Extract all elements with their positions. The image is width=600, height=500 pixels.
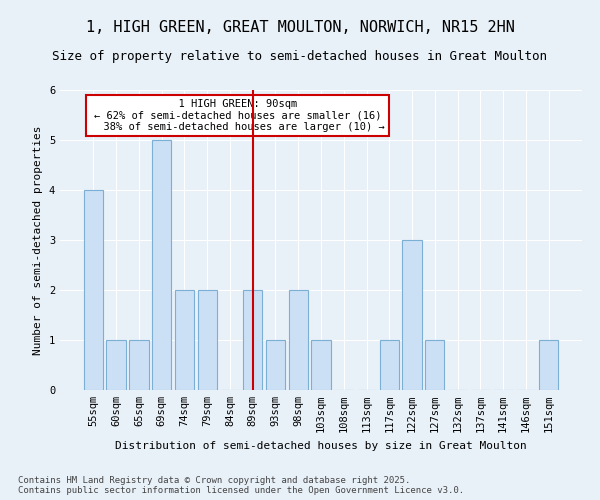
Text: Contains HM Land Registry data © Crown copyright and database right 2025.
Contai: Contains HM Land Registry data © Crown c…: [18, 476, 464, 495]
Bar: [311, 340, 331, 390]
Y-axis label: Number of semi-detached properties: Number of semi-detached properties: [34, 125, 43, 355]
Bar: [106, 340, 126, 390]
Bar: [243, 290, 262, 390]
Bar: [129, 340, 149, 390]
Bar: [175, 290, 194, 390]
Text: 1 HIGH GREEN: 90sqm  
← 62% of semi-detached houses are smaller (16)
  38% of se: 1 HIGH GREEN: 90sqm ← 62% of semi-detach…: [91, 99, 385, 132]
Bar: [152, 140, 172, 390]
Bar: [266, 340, 285, 390]
Bar: [197, 290, 217, 390]
Bar: [403, 240, 422, 390]
Bar: [425, 340, 445, 390]
Text: 1, HIGH GREEN, GREAT MOULTON, NORWICH, NR15 2HN: 1, HIGH GREEN, GREAT MOULTON, NORWICH, N…: [86, 20, 514, 35]
Text: Size of property relative to semi-detached houses in Great Moulton: Size of property relative to semi-detach…: [53, 50, 548, 63]
Bar: [289, 290, 308, 390]
Bar: [84, 190, 103, 390]
X-axis label: Distribution of semi-detached houses by size in Great Moulton: Distribution of semi-detached houses by …: [115, 440, 527, 450]
Bar: [380, 340, 399, 390]
Bar: [539, 340, 558, 390]
